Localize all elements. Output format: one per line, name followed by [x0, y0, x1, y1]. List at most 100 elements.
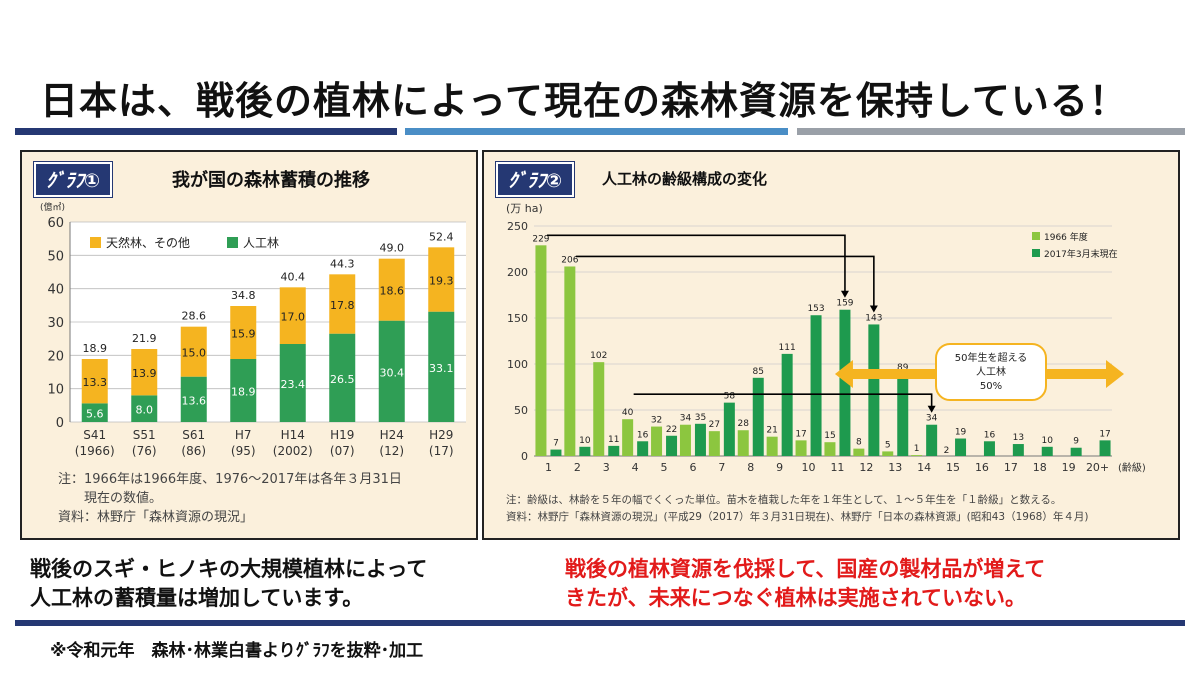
- bar-natural: [180, 326, 207, 377]
- bar-planted-label: 30.4: [380, 366, 405, 379]
- y-tick-label: 0: [521, 450, 528, 463]
- caption-right: 戦後の植林資源を伐採して、国産の製材品が増えて きたが、未来につなぐ植林は実施さ…: [565, 555, 1045, 613]
- bar-natural: [329, 274, 356, 334]
- bar-1966-label: 8: [856, 438, 862, 448]
- legend-swatch-2017: [1032, 249, 1040, 257]
- bar-1966: [622, 419, 634, 456]
- x-tick-label: 14: [917, 461, 931, 474]
- bar-1966-label: 34: [680, 414, 692, 424]
- bar-total-label: 44.3: [330, 257, 355, 270]
- over50-callout: [935, 343, 1047, 401]
- bar-1966-label: 40: [622, 408, 634, 418]
- x-tick-label: 19: [1062, 461, 1076, 474]
- bar-total-label: 40.4: [281, 270, 306, 283]
- bar-2017-label: 7: [553, 439, 559, 449]
- bar-1966: [535, 245, 547, 456]
- bar-planted: [81, 403, 108, 422]
- bar-2017: [1041, 446, 1053, 456]
- bar-2017: [868, 324, 880, 456]
- bar-1966-label: 28: [738, 419, 750, 429]
- caption-left: 戦後のスギ・ヒノキの大規模植林によって 人工林の蓄積量は増加しています。: [30, 555, 427, 613]
- bar-planted: [428, 311, 455, 422]
- x-axis-label: (齢級): [1118, 461, 1146, 474]
- bar-2017-label: 22: [666, 425, 677, 435]
- x-tick-sublabel: (86): [181, 444, 206, 458]
- caption-right-line: 戦後の植林資源を伐採して、国産の製材品が増えて: [565, 557, 1046, 581]
- bar-1966-label: 15: [824, 431, 835, 441]
- bar-2017: [955, 438, 967, 456]
- caption-left-line: 人工林の蓄積量は増加しています。: [30, 586, 364, 610]
- x-tick-label: H29: [429, 428, 453, 442]
- x-tick-label: 2: [574, 461, 581, 474]
- legend-label-2017: 2017年3月末現在: [1044, 248, 1118, 260]
- bar-1966-label: 32: [651, 416, 662, 426]
- bar-natural: [279, 287, 306, 344]
- x-tick-label: S61: [182, 428, 205, 442]
- bar-2017-label: 10: [1042, 436, 1054, 446]
- y-tick-label: 50: [514, 404, 528, 417]
- graph1-panel: ｸﾞﾗﾌ① 我が国の森林蓄積の推移 (億㎥) 0 10 20 30 40 50 60 5.6 13…: [20, 150, 478, 540]
- bar-1966: [824, 442, 836, 456]
- legend-swatch-planted: [227, 237, 238, 248]
- bar-2017-label: 85: [753, 367, 764, 377]
- bar-planted: [329, 333, 356, 422]
- x-tick-label: 13: [888, 461, 902, 474]
- bar-planted: [230, 359, 257, 422]
- x-tick-label: 15: [946, 461, 960, 474]
- bar-2017-label: 19: [955, 428, 967, 438]
- y-tick-label: 0: [56, 416, 64, 431]
- graph2-note-line: 注：齢級は、林齢を５年の幅でくくった単位。苗木を植栽した年を１年生として、１〜５…: [506, 494, 1062, 506]
- bar-natural: [230, 306, 257, 359]
- graph2-tag: ｸﾞﾗﾌ②: [496, 162, 575, 197]
- bar-natural-label: 17.0: [281, 311, 306, 324]
- legend-label-natural: 天然林、その他: [106, 235, 190, 250]
- page-title: 日本は、戦後の植林によって現在の森林資源を保持している！: [40, 79, 1128, 123]
- y-unit-label: (万 ha): [506, 202, 543, 215]
- x-tick-label: 6: [689, 461, 696, 474]
- graph1-note-line: 資料：林野庁「森林資源の現況」: [58, 510, 254, 525]
- cohort-arrowhead: [927, 405, 936, 413]
- x-tick-label: 1: [545, 461, 552, 474]
- bar-natural-label: 19.3: [429, 275, 454, 288]
- bar-1966-label: 21: [766, 426, 777, 436]
- bar-1966-label: 2: [944, 446, 950, 456]
- x-tick-label: 18: [1033, 461, 1047, 474]
- bar-1966: [564, 266, 576, 456]
- bar-1966-label: 5: [885, 440, 891, 450]
- bar-natural-label: 17.8: [330, 299, 355, 312]
- legend-label-1966: 1966 年度: [1044, 231, 1088, 243]
- bar-total-label: 28.6: [182, 310, 207, 323]
- x-tick-label: S41: [83, 428, 106, 442]
- x-tick-label: 20+: [1086, 461, 1109, 474]
- bar-2017: [723, 402, 735, 456]
- bar-1966-label: 102: [590, 351, 607, 361]
- bar-2017: [550, 449, 562, 456]
- x-tick-sublabel: (95): [231, 444, 256, 458]
- bar-1966: [737, 430, 749, 456]
- bar-natural: [131, 349, 158, 396]
- bar-planted: [180, 376, 207, 422]
- bar-1966-label: 17: [795, 429, 806, 439]
- x-tick-label: H19: [330, 428, 354, 442]
- x-tick-label: 5: [661, 461, 668, 474]
- y-tick-label: 10: [47, 383, 64, 398]
- y-tick-label: 30: [47, 316, 64, 331]
- x-tick-sublabel: (12): [379, 444, 404, 458]
- bar-2017: [608, 445, 620, 456]
- over50-callout-text: 50%: [980, 381, 1002, 392]
- x-tick-label: 17: [1004, 461, 1018, 474]
- bar-2017-label: 13: [1013, 433, 1024, 443]
- bar-2017: [1070, 447, 1082, 456]
- bar-2017: [694, 423, 706, 456]
- bar-total-label: 49.0: [380, 242, 405, 255]
- bar-2017: [810, 315, 822, 456]
- bar-2017: [926, 424, 938, 456]
- y-tick-label: 250: [507, 220, 528, 233]
- graph2-note-line: 資料：林野庁「森林資源の現況」(平成29（2017）年３月31日現在)、林野庁「…: [506, 511, 1089, 523]
- bar-2017-label: 10: [579, 436, 591, 446]
- bar-2017: [666, 435, 678, 456]
- bar-total-label: 18.9: [83, 342, 108, 355]
- bar-1966: [882, 451, 894, 456]
- graph1-tag: ｸﾞﾗﾌ①: [34, 162, 113, 197]
- caption-right-line: きたが、未来につなぐ植林は実施されていない。: [565, 586, 1026, 610]
